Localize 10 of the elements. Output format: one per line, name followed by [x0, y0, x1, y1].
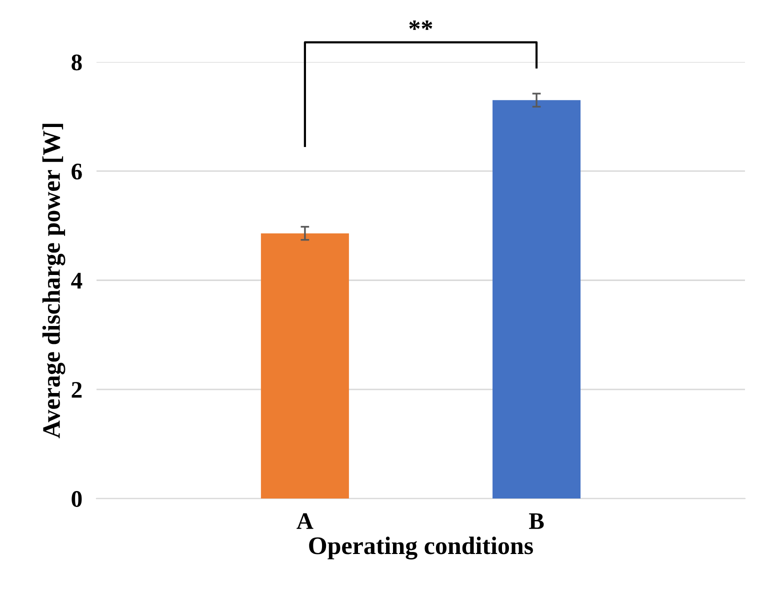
- y-tick-label: 4: [71, 272, 82, 288]
- y-tick-label: 0: [72, 491, 82, 507]
- y-tick-label: 2: [72, 382, 82, 398]
- y-axis-title: Average discharge power [W]: [42, 124, 66, 438]
- text: **: [409, 20, 432, 30]
- x-axis-title: Operating conditions: [309, 536, 533, 560]
- x-tick-label: A: [296, 513, 314, 529]
- x-tick-label: B: [529, 513, 544, 529]
- y-tick-label: 6: [72, 164, 82, 180]
- y-tick-label: 8: [72, 54, 82, 70]
